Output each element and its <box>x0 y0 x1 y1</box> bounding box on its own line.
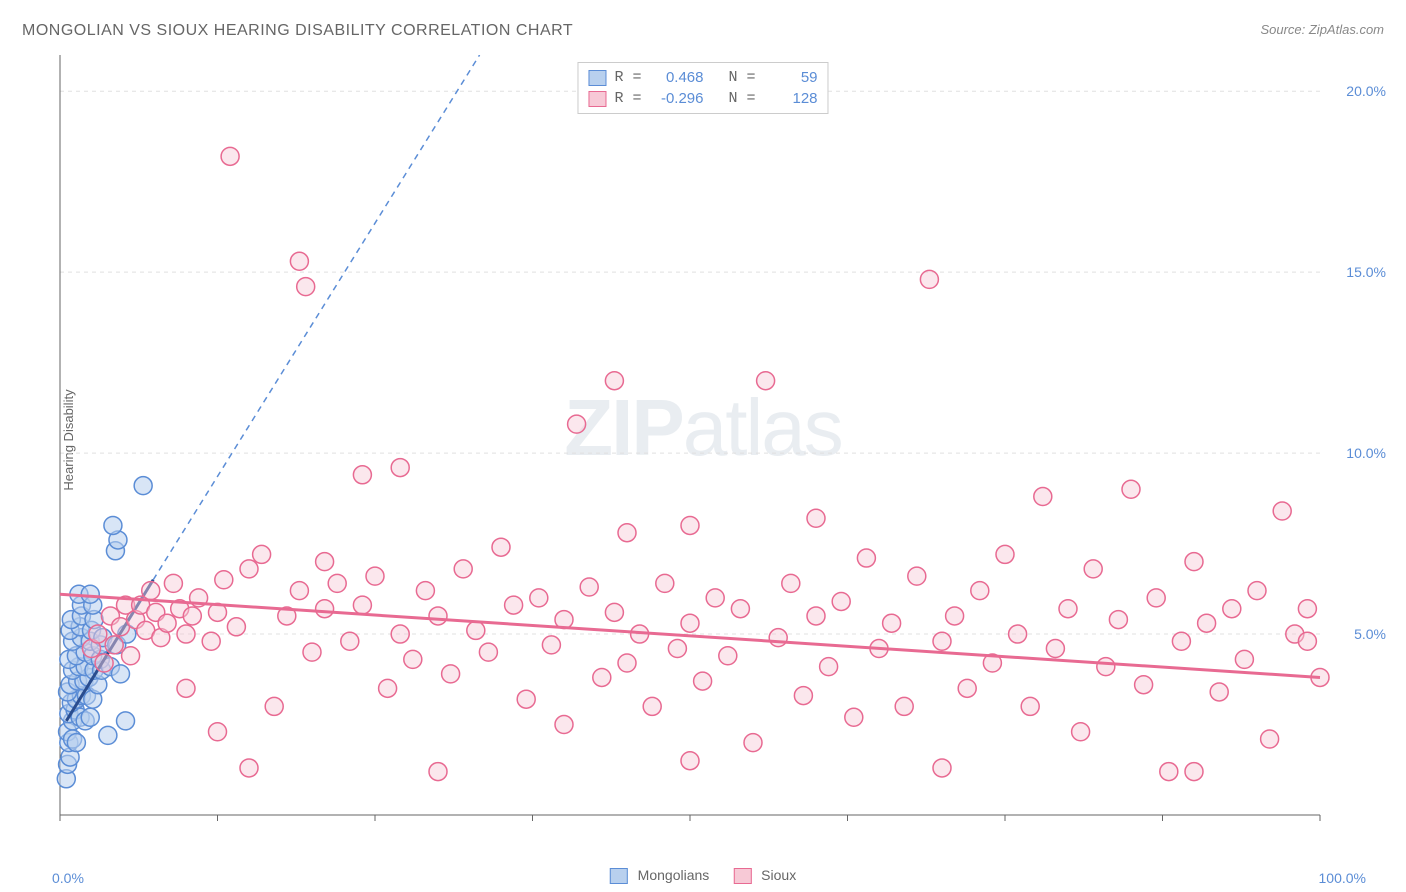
stats-r-value-sioux: -0.296 <box>649 88 703 109</box>
stats-n-value-mongolians: 59 <box>764 67 818 88</box>
legend-item-mongolians: Mongolians <box>610 867 710 884</box>
source-attribution: Source: ZipAtlas.com <box>1260 22 1384 37</box>
legend-swatch-sioux <box>733 868 751 884</box>
scatter-plot <box>50 55 1360 835</box>
stats-r-label: R = <box>614 88 641 109</box>
legend-swatch-mongolians <box>610 868 628 884</box>
x-tick-0: 0.0% <box>52 870 84 886</box>
y-tick-5: 5.0% <box>1354 626 1386 642</box>
stats-n-label: N = <box>729 88 756 109</box>
stats-n-value-sioux: 128 <box>764 88 818 109</box>
stats-row-mongolians: R = 0.468 N = 59 <box>588 67 817 88</box>
stats-swatch-mongolians <box>588 70 606 86</box>
x-tick-100: 100.0% <box>1319 870 1366 886</box>
stats-n-label: N = <box>729 67 756 88</box>
legend-label-mongolians: Mongolians <box>638 867 710 883</box>
stats-row-sioux: R = -0.296 N = 128 <box>588 88 817 109</box>
chart-title: MONGOLIAN VS SIOUX HEARING DISABILITY CO… <box>22 22 573 40</box>
bottom-legend: Mongolians Sioux <box>610 867 796 884</box>
y-tick-20: 20.0% <box>1346 83 1386 99</box>
stats-r-label: R = <box>614 67 641 88</box>
y-tick-10: 10.0% <box>1346 445 1386 461</box>
y-tick-15: 15.0% <box>1346 264 1386 280</box>
legend-item-sioux: Sioux <box>733 867 796 884</box>
legend-label-sioux: Sioux <box>761 867 796 883</box>
stats-swatch-sioux <box>588 91 606 107</box>
correlation-stats-box: R = 0.468 N = 59 R = -0.296 N = 128 <box>577 62 828 114</box>
stats-r-value-mongolians: 0.468 <box>649 67 703 88</box>
